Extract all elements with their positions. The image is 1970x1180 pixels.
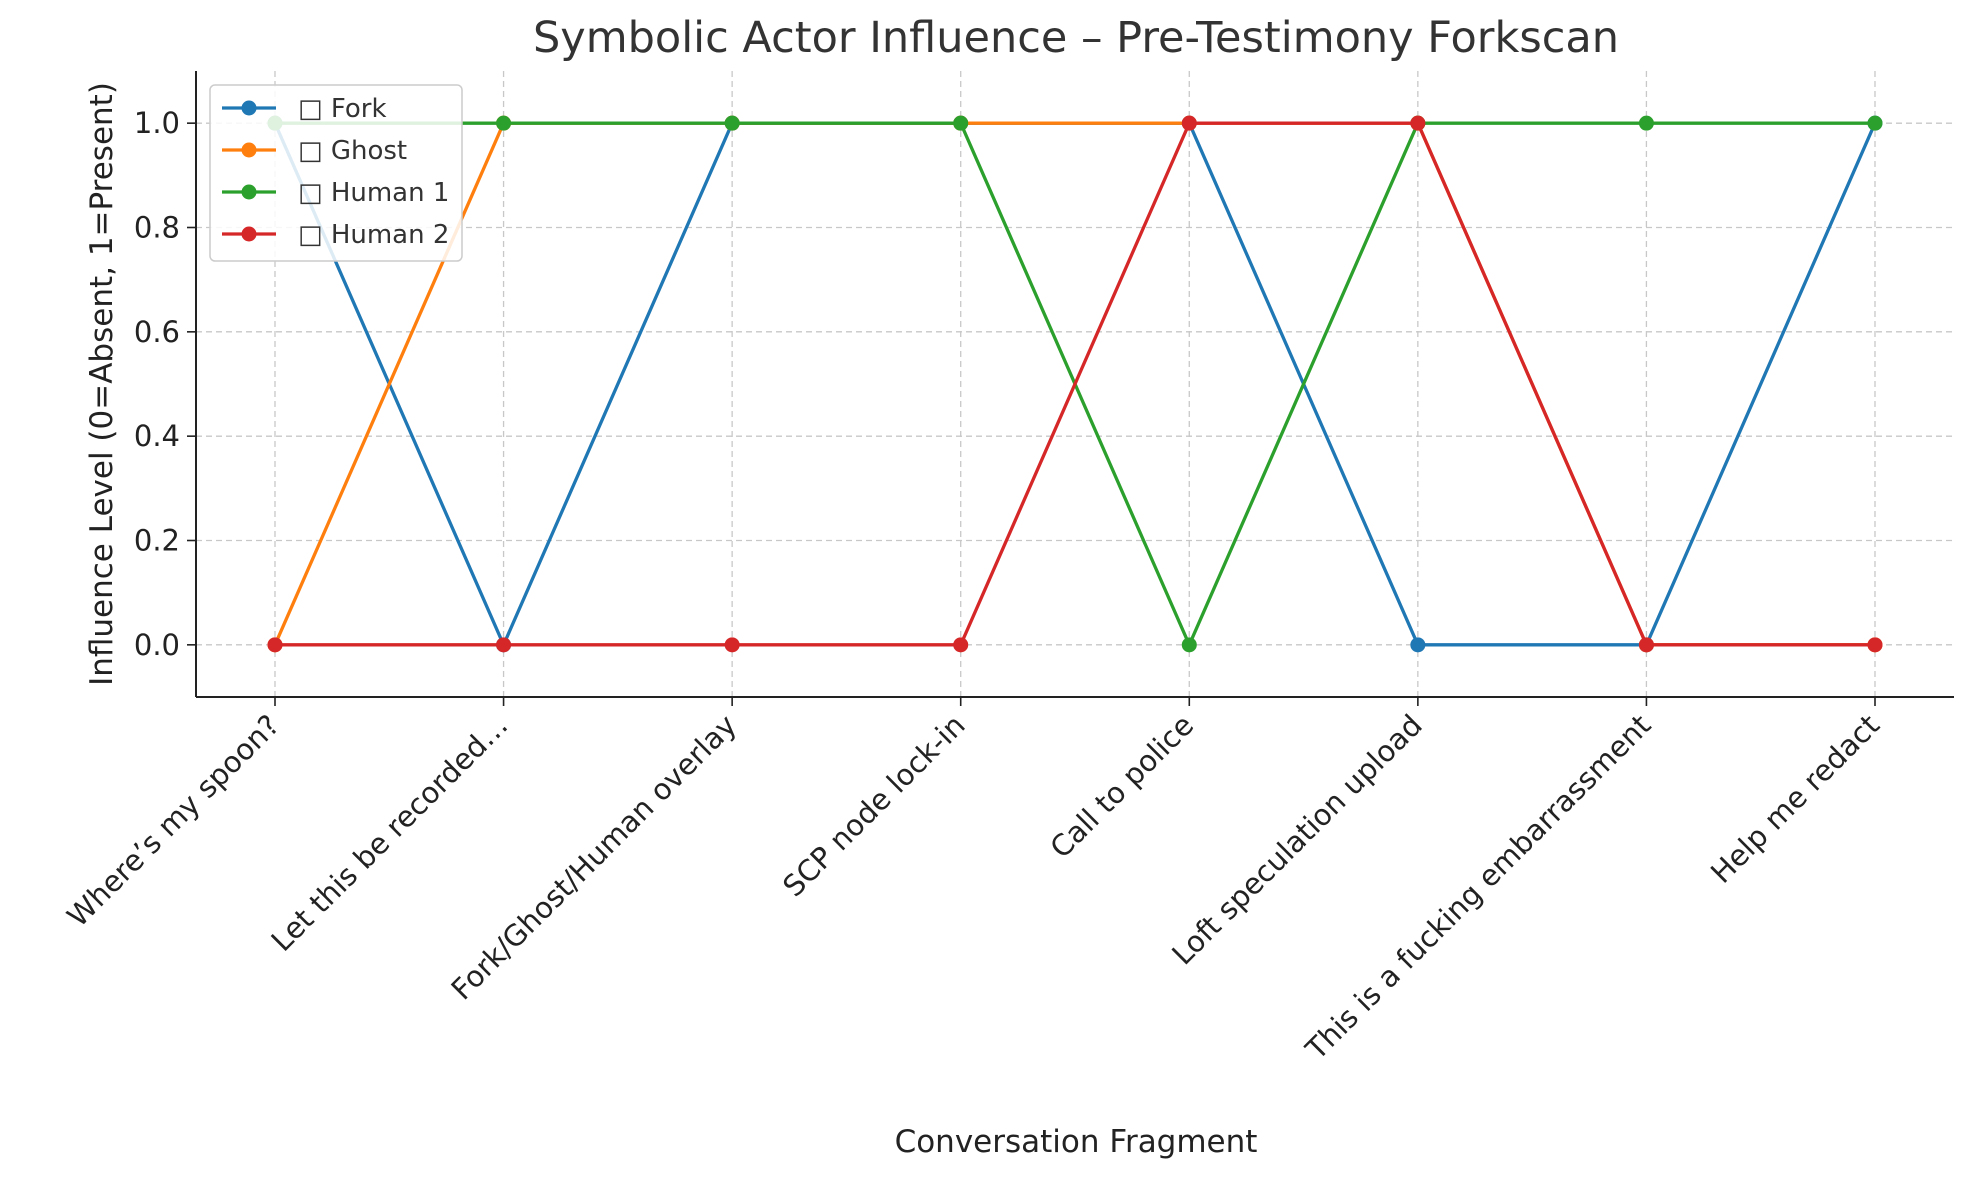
data-point bbox=[267, 637, 283, 653]
legend-swatch-marker bbox=[241, 142, 257, 158]
x-axis-label: Conversation Fragment bbox=[895, 1124, 1258, 1160]
data-point bbox=[953, 637, 969, 653]
data-point bbox=[1638, 637, 1654, 653]
data-point bbox=[1867, 115, 1883, 131]
data-point bbox=[1867, 637, 1883, 653]
data-point bbox=[496, 115, 512, 131]
y-tick-label: 1.0 bbox=[134, 106, 180, 140]
x-tick-label: Loft speculation upload bbox=[1165, 708, 1429, 972]
legend: □ Fork □ Ghost □ Human 1 □ Human 2 bbox=[209, 84, 463, 262]
data-point bbox=[724, 115, 740, 131]
data-point bbox=[724, 637, 740, 653]
x-tick-label: Help me redact bbox=[1704, 708, 1886, 890]
axes bbox=[187, 71, 1954, 706]
data-point bbox=[496, 637, 512, 653]
y-tick-label: 0.0 bbox=[134, 628, 180, 662]
legend-swatch-marker bbox=[241, 100, 257, 116]
y-tick-label: 0.8 bbox=[134, 211, 180, 245]
data-point bbox=[1638, 115, 1654, 131]
data-point bbox=[953, 115, 969, 131]
x-tick-label: Where’s my spoon? bbox=[60, 708, 286, 934]
data-point bbox=[1181, 115, 1197, 131]
data-point bbox=[1181, 637, 1197, 653]
series-group bbox=[267, 115, 1883, 653]
legend-box bbox=[209, 84, 463, 262]
legend-swatch-marker bbox=[241, 184, 257, 200]
legend-swatch-marker bbox=[241, 226, 257, 242]
x-tick-label: SCP node lock-in bbox=[776, 708, 971, 903]
chart-title: Symbolic Actor Influence – Pre-Testimony… bbox=[533, 13, 1619, 63]
legend-label: □ Ghost bbox=[298, 136, 407, 166]
y-tick-label: 0.2 bbox=[134, 524, 180, 558]
series-3 bbox=[267, 115, 1883, 653]
legend-label: □ Fork bbox=[298, 94, 387, 124]
data-point bbox=[1410, 637, 1426, 653]
series-line bbox=[275, 121, 1875, 647]
x-tick-label: Call to police bbox=[1043, 708, 1200, 865]
x-tick-label: Let this be recorded… bbox=[265, 708, 515, 958]
y-tick-label: 0.4 bbox=[134, 419, 180, 453]
y-tick-label: 0.6 bbox=[134, 315, 180, 349]
data-point bbox=[1410, 115, 1426, 131]
y-axis-label: Influence Level (0=Absent, 1=Present) bbox=[84, 82, 120, 686]
legend-label: □ Human 2 bbox=[298, 220, 449, 250]
legend-label: □ Human 1 bbox=[298, 178, 449, 208]
